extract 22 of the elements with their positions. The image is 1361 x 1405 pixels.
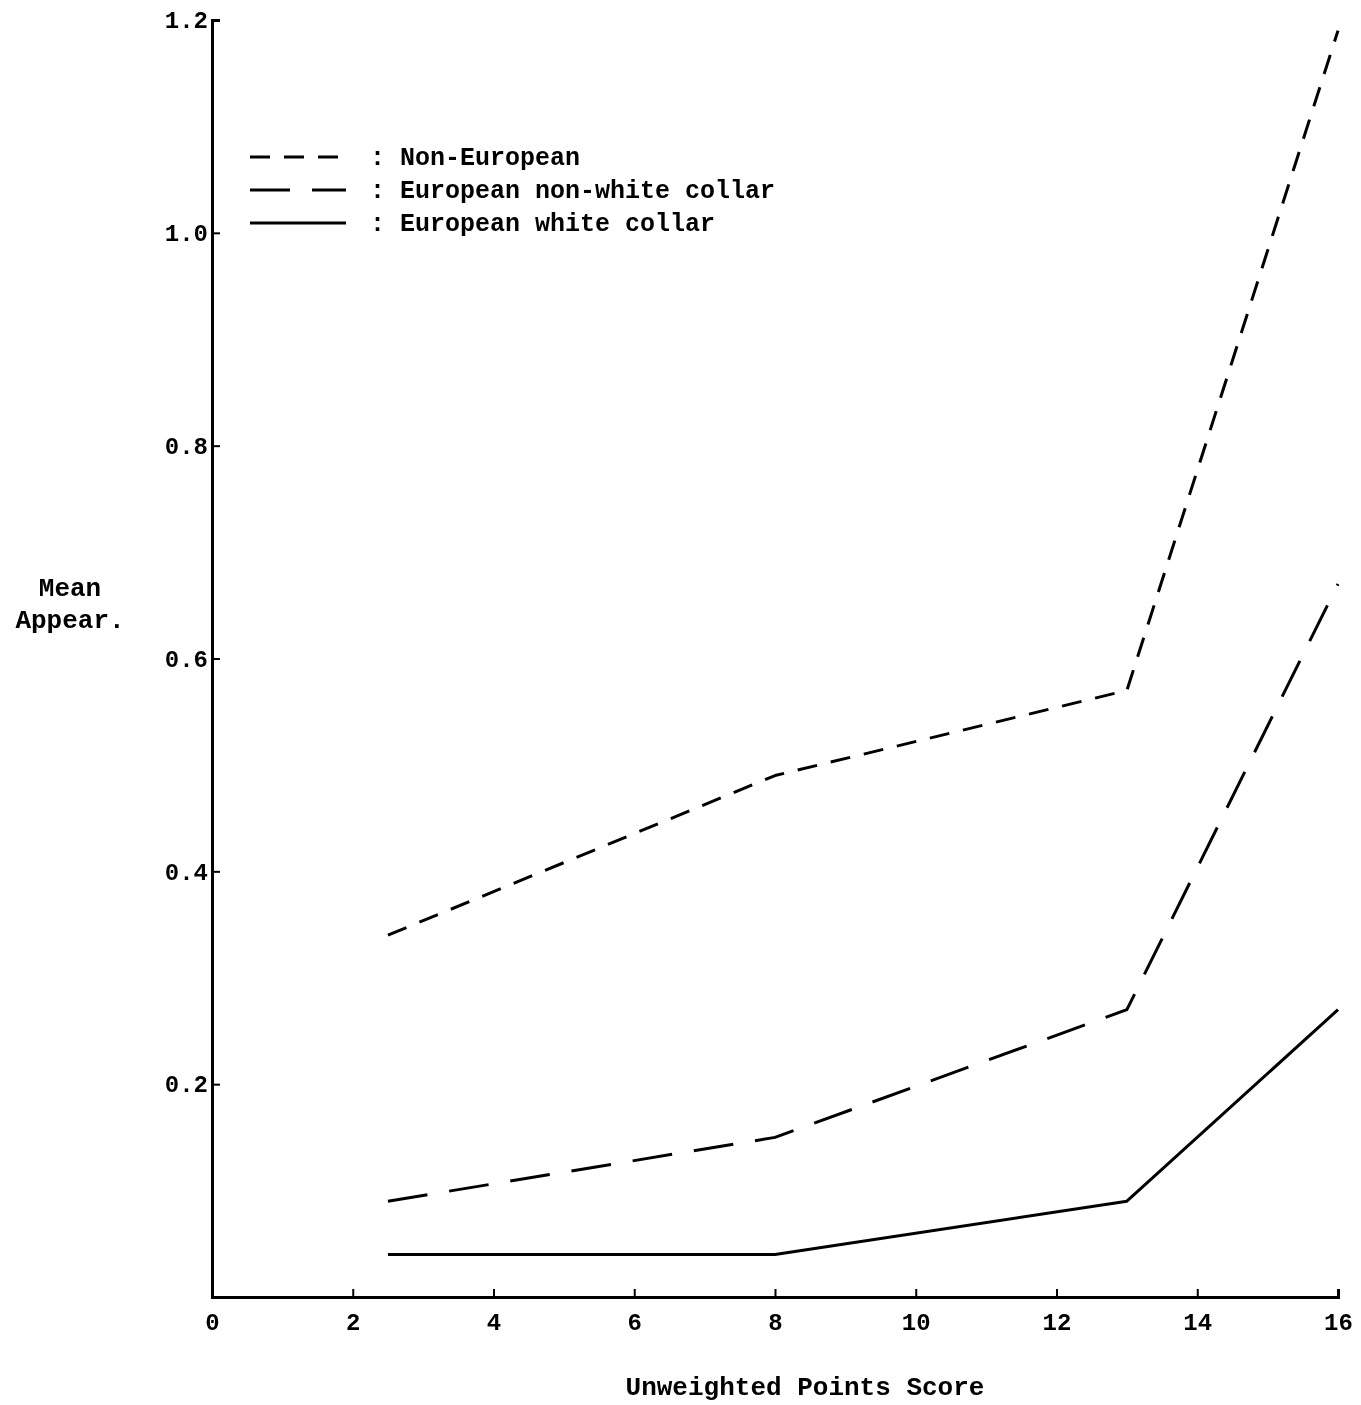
- x-tick-label: 2: [346, 1310, 361, 1338]
- y-tick-label: 0.2: [164, 1072, 208, 1100]
- line-series: [386, 29, 1340, 937]
- x-tick-label: 8: [768, 1310, 783, 1338]
- legend-label: : European white collar: [370, 210, 716, 239]
- y-tick-label: 0.4: [164, 859, 208, 887]
- y-axis-title: Mean Appear.: [15, 574, 125, 636]
- x-tick-label: 0: [205, 1310, 220, 1338]
- x-tick-label: 12: [1042, 1310, 1072, 1338]
- x-axis-title: Unweighted Points Score: [625, 1373, 985, 1403]
- x-tick-label: 4: [486, 1310, 502, 1338]
- legend-label: : European non-white collar: [370, 177, 776, 206]
- y-tick-label: 1.2: [164, 8, 208, 36]
- legend-label: : Non-European: [370, 144, 581, 173]
- y-tick-label: 0.6: [164, 646, 208, 674]
- y-tick-label: 0.8: [164, 433, 208, 461]
- x-tick-label: 10: [901, 1310, 931, 1338]
- x-tick-label: 16: [1324, 1310, 1353, 1338]
- line-series: [386, 582, 1340, 1203]
- x-tick-label: 6: [627, 1310, 642, 1338]
- y-tick-label: 1.0: [164, 221, 208, 249]
- x-tick-label: 14: [1183, 1310, 1213, 1338]
